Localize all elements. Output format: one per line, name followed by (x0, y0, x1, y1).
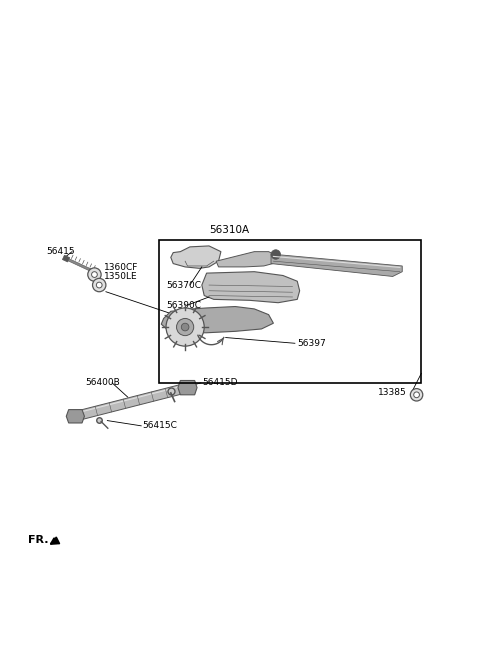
Text: FR.: FR. (28, 535, 48, 545)
Text: 56415: 56415 (47, 247, 75, 256)
Text: 56415D: 56415D (202, 379, 237, 388)
Circle shape (181, 323, 189, 331)
Bar (159, 239, 421, 383)
Circle shape (93, 278, 106, 292)
Circle shape (271, 250, 281, 259)
Circle shape (177, 318, 194, 336)
Polygon shape (52, 537, 60, 544)
Polygon shape (74, 383, 189, 421)
Text: 56370C: 56370C (166, 281, 201, 289)
Circle shape (166, 308, 204, 346)
Polygon shape (171, 246, 221, 268)
Circle shape (88, 268, 101, 281)
Text: 56400B: 56400B (85, 379, 120, 388)
Polygon shape (178, 380, 197, 395)
Polygon shape (161, 306, 274, 333)
Text: 56415C: 56415C (142, 421, 177, 430)
Polygon shape (271, 254, 402, 276)
Text: 56397: 56397 (297, 338, 326, 348)
Circle shape (96, 282, 102, 288)
Polygon shape (62, 255, 70, 262)
Polygon shape (202, 272, 300, 302)
Circle shape (92, 272, 97, 277)
Circle shape (414, 392, 420, 398)
Circle shape (410, 388, 423, 401)
Polygon shape (68, 258, 95, 273)
Text: 1360CF: 1360CF (104, 263, 138, 272)
Polygon shape (216, 252, 278, 267)
Text: 13385: 13385 (378, 388, 407, 397)
Text: 1350LE: 1350LE (104, 272, 138, 281)
Polygon shape (66, 409, 84, 423)
Text: 56310A: 56310A (209, 225, 249, 235)
Text: 56390C: 56390C (166, 300, 201, 310)
